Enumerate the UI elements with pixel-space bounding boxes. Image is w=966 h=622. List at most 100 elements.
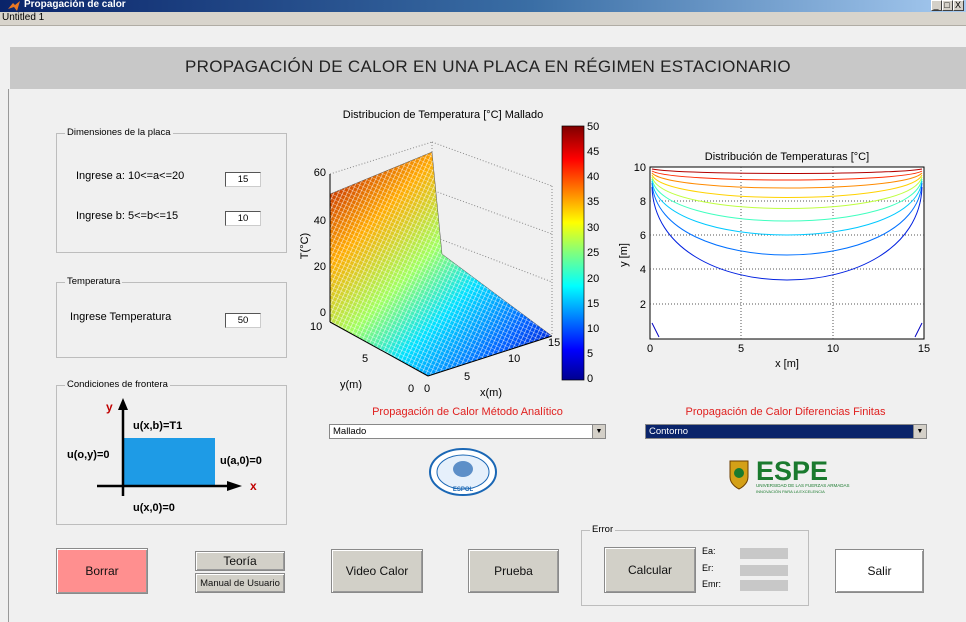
espe-subtitle-1: UNIVERSIDAD DE LAS FUERZAS ARMADAS [756,483,850,488]
dimensions-panel-title: Dimensiones de la placa [65,127,173,138]
finite-selected-value: Contorno [649,426,689,437]
maximize-button[interactable]: □ [942,0,953,11]
x-tick: 15 [548,337,560,349]
salir-button[interactable]: Salir [835,549,924,593]
contour-y-tick: 8 [640,196,646,208]
bottom-condition: u(x,0)=0 [133,502,175,514]
colorbar-tick: 50 [587,121,599,133]
y-tick: 0 [408,383,414,395]
espe-subtitle-2: INNOVACIÓN PARA LA EXCELENCIA [756,489,825,494]
divider [8,89,9,622]
matlab-icon [8,1,20,11]
contour-x-label: x [m] [775,358,799,370]
chevron-down-icon[interactable]: ▼ [913,425,926,438]
window-controls: _ □ X [931,0,964,11]
left-condition: u(o,y)=0 [67,449,109,461]
x-tick: 0 [424,383,430,395]
z-tick: 0 [320,307,326,319]
x-axis-label: x [250,479,257,493]
borrar-button[interactable]: Borrar [56,548,148,594]
top-condition: u(x,b)=T1 [133,420,182,432]
colorbar-tick: 15 [587,298,599,310]
x-axis-label: x(m) [480,387,502,399]
contour-x-tick: 0 [647,343,653,355]
finite-method-label: Propagación de Calor Diferencias Finitas [685,406,886,418]
x-ticks: 0 5 10 15 [424,337,560,395]
colorbar-tick: 5 [587,348,593,360]
emr-label: Emr: [702,579,721,589]
surface-plot-title: Distribucion de Temperatura [°C] Mallado [343,109,543,121]
contour-plot-title: Distribución de Temperaturas [°C] [705,151,869,163]
b-label: Ingrese b: 5<=b<=15 [76,210,179,222]
page-title: PROPAGACIÓN DE CALOR EN UNA PLACA EN RÉG… [185,57,791,76]
x-tick: 5 [464,371,470,383]
plate-rect [123,438,215,486]
close-button[interactable]: X [953,0,964,11]
heading-bar: PROPAGACIÓN DE CALOR EN UNA PLACA EN RÉG… [10,47,966,89]
z-ticks: 60 40 20 0 [314,167,326,319]
teoria-button[interactable]: Teoría [195,551,285,571]
temperature-label: Ingrese Temperatura [70,311,172,323]
x-axis-arrow [227,481,242,491]
colorbar-tick: 40 [587,171,599,183]
contour-axes-box [649,166,925,340]
x-tick: 10 [508,353,520,365]
colorbar-tick: 30 [587,222,599,234]
boundary-panel: Condiciones de frontera y x u(x,b)=T1 u(… [56,379,287,525]
temperature-panel: Temperatura Ingrese Temperatura 50 [56,276,287,358]
window-title: Propagación de calor [24,0,126,10]
contour-x-tick: 10 [827,343,839,355]
temperature-panel-title: Temperatura [65,276,123,287]
analytic-method-select[interactable]: Mallado ▼ [329,424,606,439]
contour-plot: Distribución de Temperaturas [°C] 10 8 6… [618,151,930,370]
a-input[interactable]: 15 [225,172,261,187]
dimensions-panel: Dimensiones de la placa Ingrese a: 10<=a… [56,127,287,253]
b-input[interactable]: 10 [225,211,261,226]
chevron-down-icon[interactable]: ▼ [592,425,605,438]
colorbar-tick: 20 [587,273,599,285]
y-ticks: 10 5 0 [310,321,414,395]
menu-bar: Untitled 1 [0,12,966,26]
window-title-bar[interactable]: Propagación de calor _ □ X [0,0,966,12]
boundary-panel-title: Condiciones de frontera [65,379,170,390]
video-calor-button[interactable]: Video Calor [331,549,423,593]
boundary-diagram: y x u(x,b)=T1 u(o,y)=0 u(a,0)=0 u(x,0)=0 [67,398,262,514]
surface-axes [329,174,553,377]
espol-logo: ESPOL [429,448,497,496]
contour-y-ticks: 10 8 6 4 2 [634,162,646,311]
colorbar-tick: 45 [587,146,599,158]
contour-x-ticks: 0 5 10 15 [647,343,930,355]
calcular-button[interactable]: Calcular [604,547,696,593]
colorbar-tick: 25 [587,247,599,259]
espe-logo: ESPE UNIVERSIDAD DE LAS FUERZAS ARMADAS … [729,456,850,494]
er-label: Er: [702,563,714,573]
y-tick: 10 [310,321,322,333]
right-condition: u(a,0)=0 [220,455,262,467]
manual-button[interactable]: Manual de Usuario [195,573,285,593]
z-tick: 20 [314,261,326,273]
colorbar-ticks: 50 45 40 35 30 25 20 15 10 5 0 [587,121,599,385]
analytic-selected-value: Mallado [333,426,367,437]
colorbar-tick: 0 [587,373,593,385]
contour-grid [650,167,924,339]
contour-x-tick: 15 [918,343,930,355]
ea-label: Ea: [702,546,716,556]
y-tick: 5 [362,353,368,365]
contour-x-tick: 5 [738,343,744,355]
contour-y-tick: 2 [640,299,646,311]
temperature-input[interactable]: 50 [225,313,261,328]
colorbar-tick: 10 [587,323,599,335]
y-axis-arrow [118,398,128,410]
colorbar [561,125,585,381]
contour-y-label: y [m] [618,243,630,267]
contour-y-tick: 10 [634,162,646,174]
prueba-button[interactable]: Prueba [468,549,559,593]
contour-lines [651,168,923,338]
minimize-button[interactable]: _ [931,0,942,11]
surface-plot: Distribucion de Temperatura [°C] Mallado… [300,109,599,399]
contour-y-tick: 6 [640,230,646,242]
figure-name: Untitled 1 [2,12,45,23]
emr-value [740,580,788,591]
finite-method-select[interactable]: Contorno ▼ [645,424,927,439]
z-tick: 40 [314,215,326,227]
